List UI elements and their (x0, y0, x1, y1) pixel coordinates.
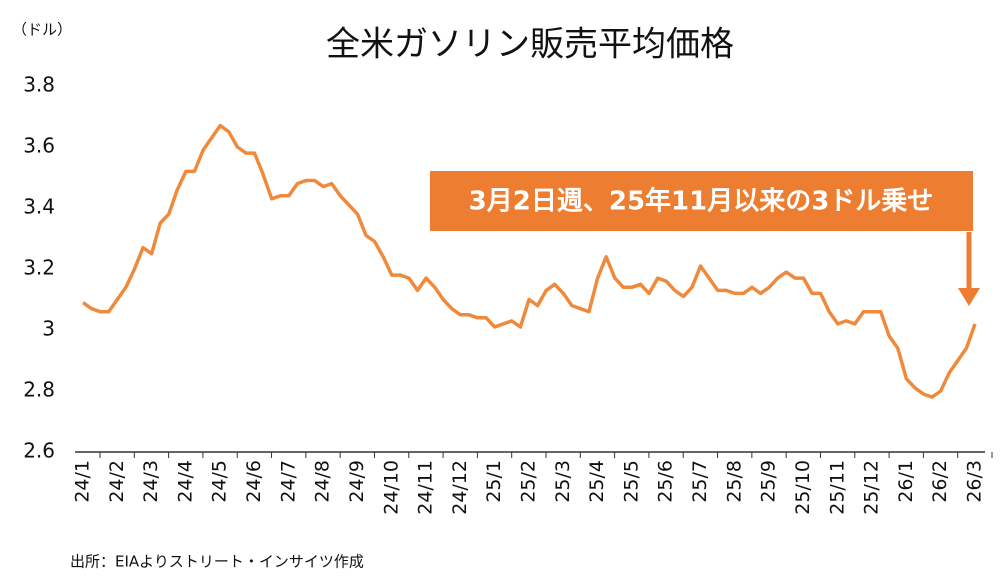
x-tick-label: 25/7 (689, 460, 711, 503)
x-tick-label: 25/4 (586, 460, 608, 503)
y-tick-label: 2.6 (23, 439, 55, 463)
y-tick-label: 3.4 (23, 195, 55, 219)
x-tick-label: 25/12 (861, 460, 883, 515)
x-tick-label: 25/1 (483, 460, 505, 503)
y-tick-label: 3 (42, 317, 55, 341)
x-tick-label: 24/6 (243, 460, 265, 503)
x-tick-label: 26/1 (895, 460, 917, 503)
annotation-box (430, 171, 973, 231)
x-tick-label: 24/3 (140, 460, 162, 503)
x-tick-label: 24/5 (209, 460, 231, 503)
y-tick-label: 2.8 (23, 378, 55, 402)
x-tick-label: 26/2 (929, 460, 951, 503)
x-tick-label: 24/10 (380, 460, 402, 515)
arrow-head (958, 288, 980, 306)
x-tick-label: 24/12 (449, 460, 471, 515)
y-tick-label: 3.6 (23, 134, 55, 158)
x-tick-label: 25/6 (655, 460, 677, 503)
x-tick-label: 25/8 (723, 460, 745, 503)
x-tick-label: 25/10 (792, 460, 814, 515)
x-tick-label: 26/3 (964, 460, 986, 503)
price-line (81, 123, 977, 399)
x-tick-label: 24/11 (415, 460, 437, 515)
x-tick-label: 25/2 (518, 460, 540, 503)
x-tick-label: 24/7 (277, 460, 299, 503)
x-tick-label: 24/2 (106, 460, 128, 503)
x-tick-label: 25/5 (620, 460, 642, 503)
y-tick-label: 3.8 (23, 73, 55, 97)
x-tick-label: 25/11 (826, 460, 848, 515)
y-tick-label: 3.2 (23, 256, 55, 280)
x-tick-label: 25/9 (758, 460, 780, 503)
x-tick-label: 25/3 (552, 460, 574, 503)
x-tick-label: 24/8 (312, 460, 334, 503)
source: 出所：EIAよりストリート・インサイツ作成 (70, 553, 364, 571)
unit-label: （ドル） (12, 21, 72, 39)
x-tick-label: 24/4 (174, 460, 196, 503)
x-tick-label: 24/1 (72, 460, 94, 503)
chart-title: 全米ガソリン販売平均価格 (326, 25, 734, 65)
x-tick-label: 24/9 (346, 460, 368, 503)
annotation: 3月2日週、25年11月以来の3ドル乗せ (469, 186, 934, 217)
